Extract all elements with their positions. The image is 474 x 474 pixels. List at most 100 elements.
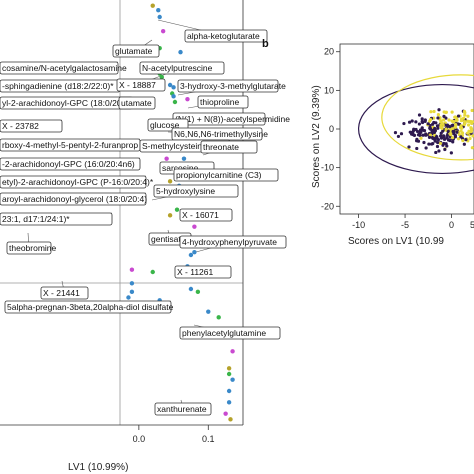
score-point [435, 144, 440, 149]
score-point [434, 150, 438, 155]
score-point [424, 146, 428, 150]
annotation-box [200, 140, 258, 154]
annotation-box [153, 184, 239, 198]
score-point [416, 139, 421, 143]
score-point [449, 151, 453, 155]
annotation-label: threonate [200, 140, 258, 154]
score-point [466, 114, 470, 118]
score-point [442, 137, 447, 141]
score-point [469, 130, 473, 134]
score-point [412, 127, 416, 131]
data-point [164, 156, 169, 161]
data-point [150, 269, 155, 275]
score-point [437, 149, 441, 153]
data-point [226, 371, 232, 377]
panel-a-scatter: alpha-ketoglutarate glutamate cosamine/N-a… [0, 0, 290, 473]
annotation-label: aroyl-arachidonoyl-glycerol (18:0/20:4) [0, 192, 147, 206]
data-point [167, 82, 173, 88]
score-point [471, 134, 474, 138]
score-points [393, 108, 474, 155]
score-point [421, 133, 425, 137]
score-point [431, 136, 435, 140]
score-point [438, 141, 442, 145]
annotation-box [4, 300, 172, 314]
annotation-text: X - 21441 [43, 288, 80, 298]
score-point [433, 139, 437, 143]
annotation-text: threonate [203, 142, 239, 152]
score-point [414, 120, 418, 124]
data-point [226, 366, 232, 371]
score-point [450, 136, 455, 140]
data-point [171, 85, 176, 90]
annotation-label: rboxy-4-methyl-5-pentyl-2-furanprop [0, 138, 141, 152]
score-point [428, 127, 433, 131]
score-point [429, 110, 433, 114]
score-point [415, 146, 419, 151]
score-point [466, 123, 471, 127]
annotation-box [154, 402, 212, 416]
score-point [436, 140, 440, 145]
annotation-box [112, 44, 160, 58]
x-tick-label: 0.0 [133, 434, 146, 444]
annotation-box [0, 175, 147, 189]
data-point [195, 289, 201, 295]
annotation-text: sarcosine [162, 163, 199, 173]
annotation-label: xanthurenate [154, 402, 212, 416]
annotation-text: cosamine/N-acetylgalactosamine [2, 63, 127, 73]
score-point [435, 124, 440, 128]
score-point [436, 126, 440, 130]
annotation-label: N-acetylputrescine [139, 61, 225, 75]
b-x-tick-label: 0 [449, 220, 454, 230]
score-point [445, 144, 449, 148]
data-point [174, 207, 180, 212]
data-point [216, 315, 221, 320]
score-point [445, 133, 449, 138]
annotation-text: alpha-ketoglutarate [187, 31, 260, 41]
b-y-tick-label: -20 [321, 201, 334, 211]
data-point [126, 295, 131, 300]
score-point [451, 120, 455, 124]
score-point [416, 133, 421, 137]
annotation-text: utamate [121, 98, 152, 108]
confidence-ellipse [358, 83, 474, 175]
annotation-label: 3-hydroxy-3-methylglutarate [177, 79, 286, 93]
annotation-text: 3-hydroxy-3-methylglutarate [180, 81, 286, 91]
x-tick-label: 0.1 [202, 434, 215, 444]
annotation-text: etyl)-2-arachidonoyl-GPC (P-16:0/20:4)* [2, 177, 154, 187]
annotation-box [173, 168, 279, 182]
data-point [223, 411, 228, 416]
score-point [433, 128, 437, 132]
score-point [432, 109, 436, 114]
b-y-tick-label: 0 [329, 124, 334, 134]
score-point [445, 123, 450, 127]
score-point [430, 142, 434, 146]
annotation-label: theobromine [6, 241, 57, 255]
b-y-tick-label: 10 [324, 85, 334, 95]
annotation-label: -sphingadienine (d18:2/22:0)* [0, 79, 121, 93]
annotation-text: theobromine [9, 243, 57, 253]
annotation-label: 5alpha-pregnan-3beta,20alpha-diol disulf… [4, 300, 174, 314]
score-point [439, 131, 443, 135]
annotation-label: cosamine/N-acetylgalactosamine [0, 61, 127, 75]
data-point [188, 286, 194, 292]
annotation-text: rboxy-4-methyl-5-pentyl-2-furanprop [2, 140, 138, 150]
annotation-labels: alpha-ketoglutarate glutamate cosamine/N-a… [0, 29, 290, 416]
annotation-box [40, 286, 89, 300]
score-point [466, 131, 470, 135]
annotation-label: X - 11261 [174, 265, 232, 279]
score-point [463, 120, 467, 124]
annotation-label: etyl)-2-arachidonoyl-GPC (P-16:0/20:4)* [0, 175, 154, 189]
annotation-text: propionylcarnitine (C3) [176, 170, 262, 180]
annotation-text: glucose [150, 120, 180, 130]
annotation-box [0, 119, 63, 133]
score-point [447, 118, 451, 122]
annotation-text: 23:1, d17:1/24:1)* [2, 214, 70, 224]
annotation-label: X - 21441 [40, 286, 89, 300]
annotation-box [184, 29, 268, 43]
score-point [443, 147, 447, 152]
score-point [469, 126, 473, 130]
annotation-label: -2-arachidonoyl-GPC (16:0/20:4n6) [0, 157, 141, 171]
score-point [451, 129, 455, 134]
